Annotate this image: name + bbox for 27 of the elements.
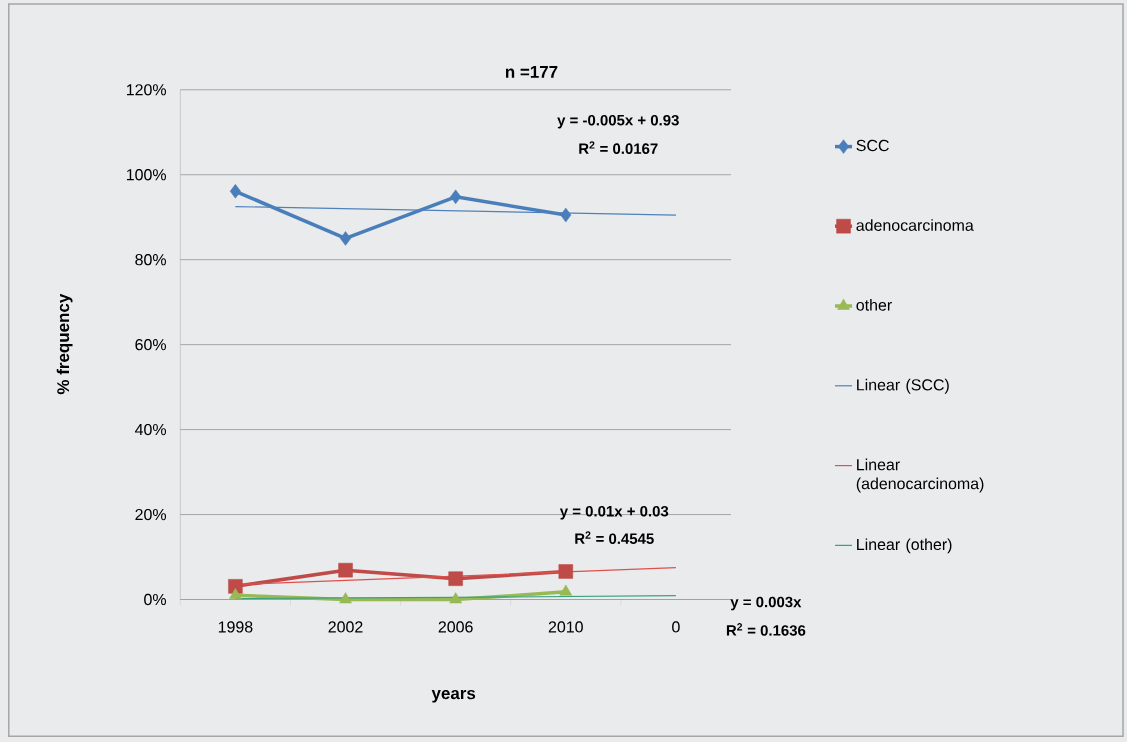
x-tick-label: 0 [672, 621, 680, 633]
annotation: y = 0.01x + 0.03 [559, 505, 669, 520]
legend-label: adenocarcinoma [856, 219, 974, 231]
annotation: y = 0.003x [730, 596, 802, 611]
legend-label: SCC [856, 139, 889, 152]
x-axis-title: years [431, 689, 476, 703]
annotation: R$^{2}$ = 0.0167 [579, 141, 658, 154]
y-tick-label: 60% [135, 338, 166, 351]
x-tick-label: 1998 [218, 621, 253, 633]
x-tick-label: 2006 [438, 621, 473, 633]
annotation: R$^{2}$ = 0.4545 [575, 531, 654, 544]
y-tick-label: 120% [126, 84, 166, 96]
y-axis-title: % frequency [56, 293, 73, 395]
y-tick-label: 40% [134, 423, 166, 436]
y-tick-label: 80% [135, 253, 166, 266]
legend-label: Linear (SCC) [857, 378, 949, 394]
x-tick-label: 2010 [548, 621, 583, 633]
legend-label: Linear (adenocarcinoma) [856, 458, 984, 493]
x-tick-label: 2002 [328, 621, 363, 633]
legend-label: other [856, 298, 892, 311]
chart-title: n =177 [505, 65, 558, 78]
y-tick-label: 0% [144, 593, 167, 606]
text: R$^{2}$ = 0.1636 [726, 623, 806, 636]
annotation: y = -0.005x + 0.93 [557, 114, 679, 129]
y-tick-label: 20% [135, 508, 166, 521]
legend-label: Linear (other) [857, 538, 952, 554]
y-tick-label: 100% [126, 169, 166, 181]
